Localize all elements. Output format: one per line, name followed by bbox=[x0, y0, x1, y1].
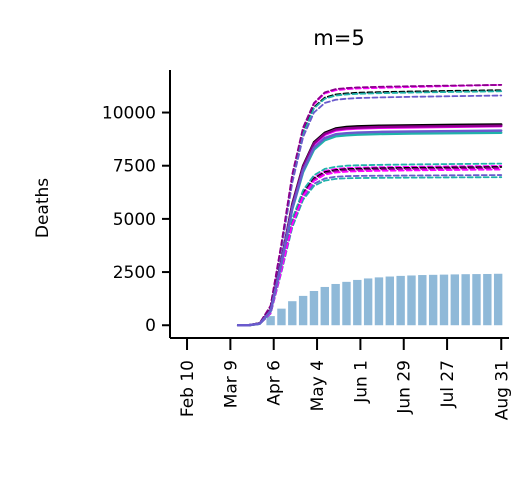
x-tick-label-2: Apr 6 bbox=[265, 360, 285, 406]
bar-5 bbox=[321, 287, 329, 325]
x-tick-label-3: May 4 bbox=[308, 360, 328, 411]
x-tick-label-1: Mar 9 bbox=[221, 360, 241, 408]
bar-2 bbox=[288, 301, 296, 325]
bar-8 bbox=[353, 280, 361, 325]
bar-13 bbox=[407, 275, 415, 325]
bar-21 bbox=[494, 274, 502, 325]
x-tick-label-6: Jul 27 bbox=[438, 360, 458, 409]
x-tick-label-7: Aug 31 bbox=[492, 360, 512, 420]
bar-1 bbox=[277, 309, 285, 326]
bar-6 bbox=[331, 284, 339, 325]
bar-7 bbox=[342, 282, 350, 325]
x-tick-label-0: Feb 10 bbox=[178, 360, 198, 417]
y-tick-label-2: 5000 bbox=[113, 210, 156, 230]
bar-15 bbox=[429, 275, 437, 325]
bar-17 bbox=[451, 274, 459, 325]
bar-10 bbox=[375, 277, 383, 325]
x-tick-label-4: Jun 1 bbox=[351, 360, 371, 404]
bar-14 bbox=[418, 275, 426, 325]
bar-3 bbox=[299, 296, 307, 325]
x-tick-label-5: Jun 29 bbox=[395, 360, 415, 415]
bar-9 bbox=[364, 278, 372, 325]
y-tick-label-1: 2500 bbox=[113, 263, 156, 283]
bar-20 bbox=[483, 274, 491, 325]
y-ticks-layer: 0 2500 5000 7500 10000 bbox=[102, 104, 170, 337]
y-axis-label: Deaths bbox=[33, 178, 53, 238]
bar-19 bbox=[472, 274, 480, 325]
chart-title: m=5 bbox=[313, 26, 364, 50]
y-tick-label-0: 0 bbox=[145, 316, 156, 336]
bars-layer bbox=[266, 274, 502, 325]
x-ticks-layer: Feb 10 Mar 9 Apr 6 May 4 Jun 1 Jun 29 Jul 27 Au… bbox=[178, 338, 512, 420]
bar-16 bbox=[440, 275, 448, 326]
bar-11 bbox=[386, 277, 394, 326]
bar-12 bbox=[396, 276, 404, 325]
bar-18 bbox=[461, 274, 469, 325]
bar-4 bbox=[310, 291, 318, 325]
y-tick-label-4: 10000 bbox=[102, 104, 156, 124]
y-tick-label-3: 7500 bbox=[113, 157, 156, 177]
